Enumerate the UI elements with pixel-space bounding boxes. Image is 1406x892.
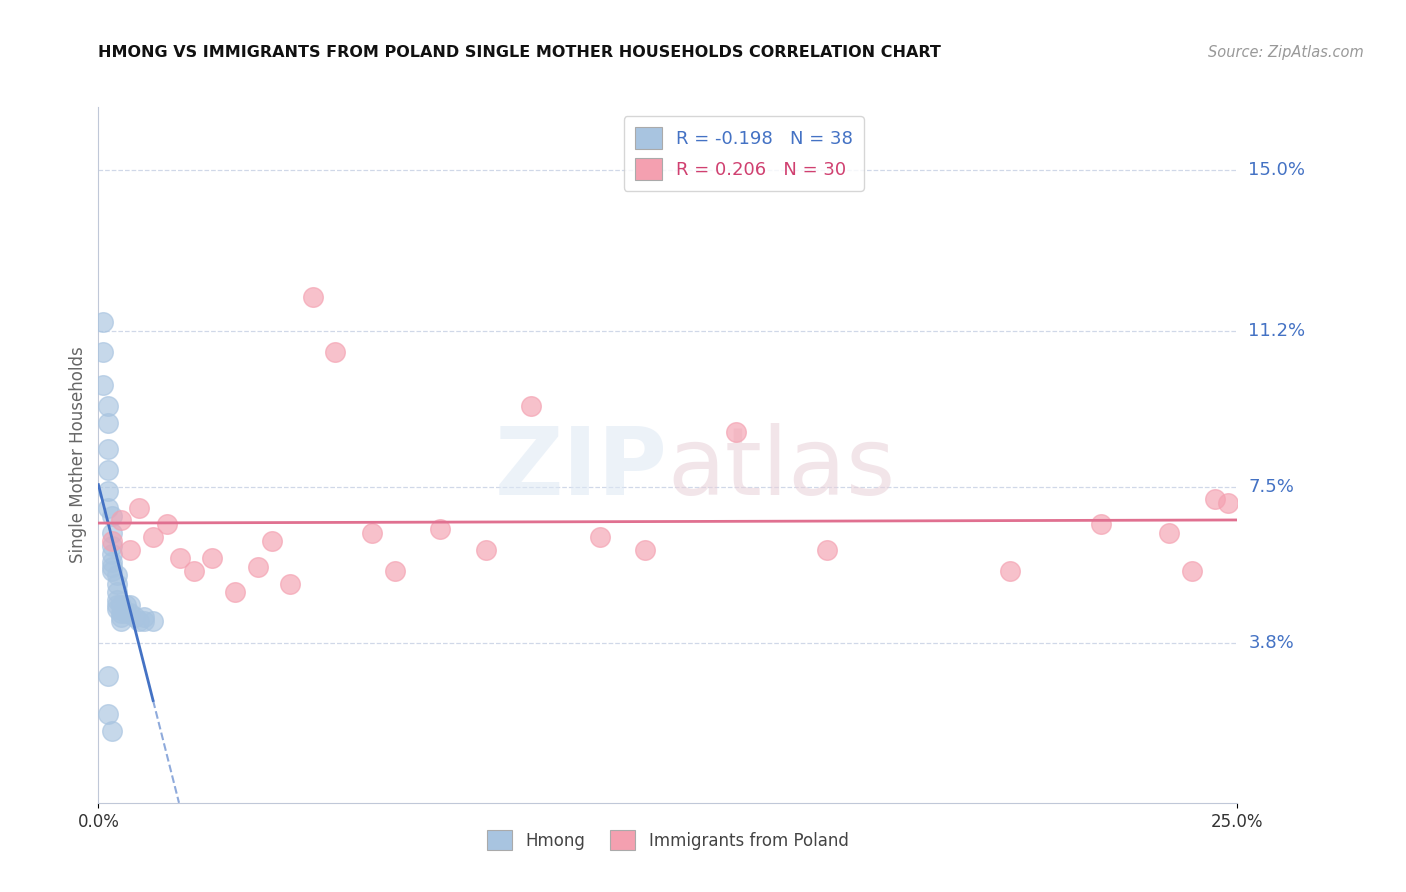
Point xyxy=(224,585,246,599)
Point xyxy=(128,500,150,515)
Point xyxy=(110,615,132,629)
Point xyxy=(96,707,118,722)
Point xyxy=(142,530,165,544)
Point xyxy=(384,564,406,578)
Point xyxy=(120,606,142,620)
Point xyxy=(91,315,114,329)
Point xyxy=(91,344,114,359)
Point xyxy=(96,463,118,477)
Point xyxy=(301,290,323,304)
Point xyxy=(96,669,118,683)
Point xyxy=(91,378,114,392)
Point xyxy=(105,585,128,599)
Point xyxy=(96,500,118,515)
Y-axis label: Single Mother Households: Single Mother Households xyxy=(69,347,87,563)
Point xyxy=(105,598,128,612)
Point xyxy=(278,576,301,591)
Point xyxy=(105,593,128,607)
Point xyxy=(128,615,150,629)
Point xyxy=(132,615,155,629)
Point xyxy=(323,344,346,359)
Point xyxy=(474,542,496,557)
Point xyxy=(260,534,283,549)
Point xyxy=(1090,517,1112,532)
Point xyxy=(101,559,124,574)
Text: atlas: atlas xyxy=(668,423,896,515)
Point xyxy=(110,606,132,620)
Text: HMONG VS IMMIGRANTS FROM POLAND SINGLE MOTHER HOUSEHOLDS CORRELATION CHART: HMONG VS IMMIGRANTS FROM POLAND SINGLE M… xyxy=(98,45,941,60)
Point xyxy=(101,525,124,540)
Text: 11.2%: 11.2% xyxy=(1249,321,1306,340)
Point xyxy=(110,598,132,612)
Point xyxy=(1181,564,1204,578)
Point xyxy=(520,400,543,414)
Point xyxy=(110,513,132,527)
Point xyxy=(156,517,179,532)
Point xyxy=(725,425,748,439)
Text: 3.8%: 3.8% xyxy=(1249,633,1294,651)
Point xyxy=(120,598,142,612)
Point xyxy=(360,525,382,540)
Text: 7.5%: 7.5% xyxy=(1249,477,1295,496)
Point xyxy=(101,547,124,561)
Point xyxy=(1218,496,1240,510)
Point xyxy=(105,568,128,582)
Point xyxy=(124,610,146,624)
Point xyxy=(105,602,128,616)
Point xyxy=(246,559,269,574)
Point xyxy=(429,522,451,536)
Point xyxy=(101,509,124,524)
Legend: Hmong, Immigrants from Poland: Hmong, Immigrants from Poland xyxy=(481,823,855,857)
Point xyxy=(815,542,838,557)
Point xyxy=(114,606,136,620)
Point xyxy=(588,530,610,544)
Point xyxy=(96,442,118,456)
Point xyxy=(96,400,118,414)
Point xyxy=(132,610,155,624)
Point xyxy=(634,542,657,557)
Text: ZIP: ZIP xyxy=(495,423,668,515)
Point xyxy=(1204,492,1226,507)
Point xyxy=(96,417,118,431)
Text: 15.0%: 15.0% xyxy=(1249,161,1305,179)
Point xyxy=(1157,525,1180,540)
Text: Source: ZipAtlas.com: Source: ZipAtlas.com xyxy=(1208,45,1364,60)
Point xyxy=(101,534,124,549)
Point xyxy=(110,610,132,624)
Point xyxy=(120,542,142,557)
Point xyxy=(201,551,224,566)
Point xyxy=(169,551,191,566)
Point xyxy=(96,483,118,498)
Point xyxy=(998,564,1021,578)
Point xyxy=(183,564,205,578)
Point xyxy=(101,564,124,578)
Point xyxy=(142,615,165,629)
Point xyxy=(101,556,124,570)
Point xyxy=(101,724,124,739)
Point xyxy=(105,576,128,591)
Point xyxy=(101,539,124,553)
Point xyxy=(114,598,136,612)
